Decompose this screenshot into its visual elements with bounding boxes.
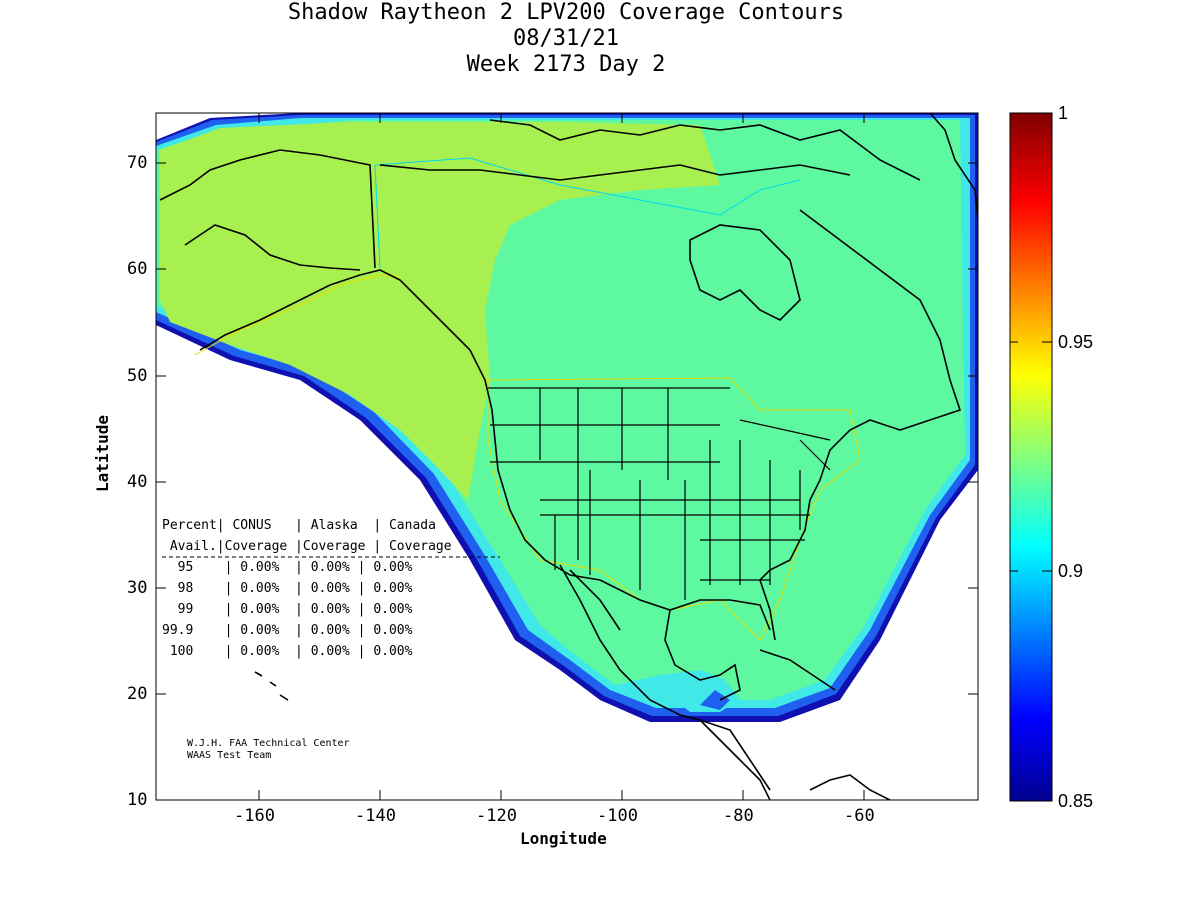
y-tick-label: 40 [127, 472, 148, 492]
table-row: 95 | 0.00% | 0.00% | 0.00% [162, 560, 413, 575]
y-tick-label: 60 [127, 259, 148, 279]
y-tick-label: 20 [127, 684, 148, 704]
plot-week: Week 2173 Day 2 [466, 52, 666, 77]
y-tick-label: 10 [127, 790, 148, 810]
conus-boundary [487, 377, 861, 641]
colorbar-label: 0.95 [1058, 332, 1094, 352]
plot-date: 08/31/21 [513, 26, 619, 51]
alaska-canada-line [374, 164, 381, 269]
x-ticks [258, 113, 865, 800]
plot-title: Shadow Raytheon 2 LPV200 Coverage Contou… [287, 0, 845, 25]
credit-line-2: WAAS Test Team [187, 750, 272, 761]
table-row: 100 | 0.00% | 0.00% | 0.00% [162, 644, 413, 659]
x-axis-title: Longitude [520, 829, 607, 848]
y-ticks [156, 162, 978, 695]
x-tick-label: -140 [355, 806, 396, 826]
x-tick-label: -60 [844, 806, 875, 826]
colorbar-label: 0.9 [1058, 561, 1084, 581]
y-tick-label: 50 [127, 366, 148, 386]
coverage-lowband-blue [700, 690, 730, 710]
coastlines [159, 113, 978, 800]
y-tick-label: 30 [127, 578, 148, 598]
state-boundaries [488, 387, 831, 600]
canada-boundary [374, 157, 801, 216]
y-tick-label: 70 [127, 153, 148, 173]
colorbar-label: 1 [1058, 103, 1069, 123]
table-row: 99 | 0.00% | 0.00% | 0.00% [162, 602, 413, 617]
y-axis-title: Latitude [93, 414, 113, 493]
colorbar-label: 0.85 [1058, 791, 1094, 811]
colorbar [1009, 112, 1053, 802]
x-tick-label: -120 [476, 806, 517, 826]
table-row: 99.9 | 0.00% | 0.00% | 0.00% [162, 623, 413, 638]
table-header-2: Avail.|Coverage |Coverage | Coverage [162, 539, 452, 554]
x-tick-label: -160 [234, 806, 275, 826]
plot-frame [155, 112, 979, 801]
table-row: 98 | 0.00% | 0.00% | 0.00% [162, 581, 413, 596]
x-tick-label: -100 [597, 806, 638, 826]
coverage-alaska-region [160, 122, 720, 500]
credit-line-1: W.J.H. FAA Technical Center [187, 738, 350, 749]
table-header-1: Percent| CONUS | Alaska | Canada [162, 518, 436, 533]
x-tick-label: -80 [723, 806, 754, 826]
colorbar-ticks [1010, 341, 1052, 572]
